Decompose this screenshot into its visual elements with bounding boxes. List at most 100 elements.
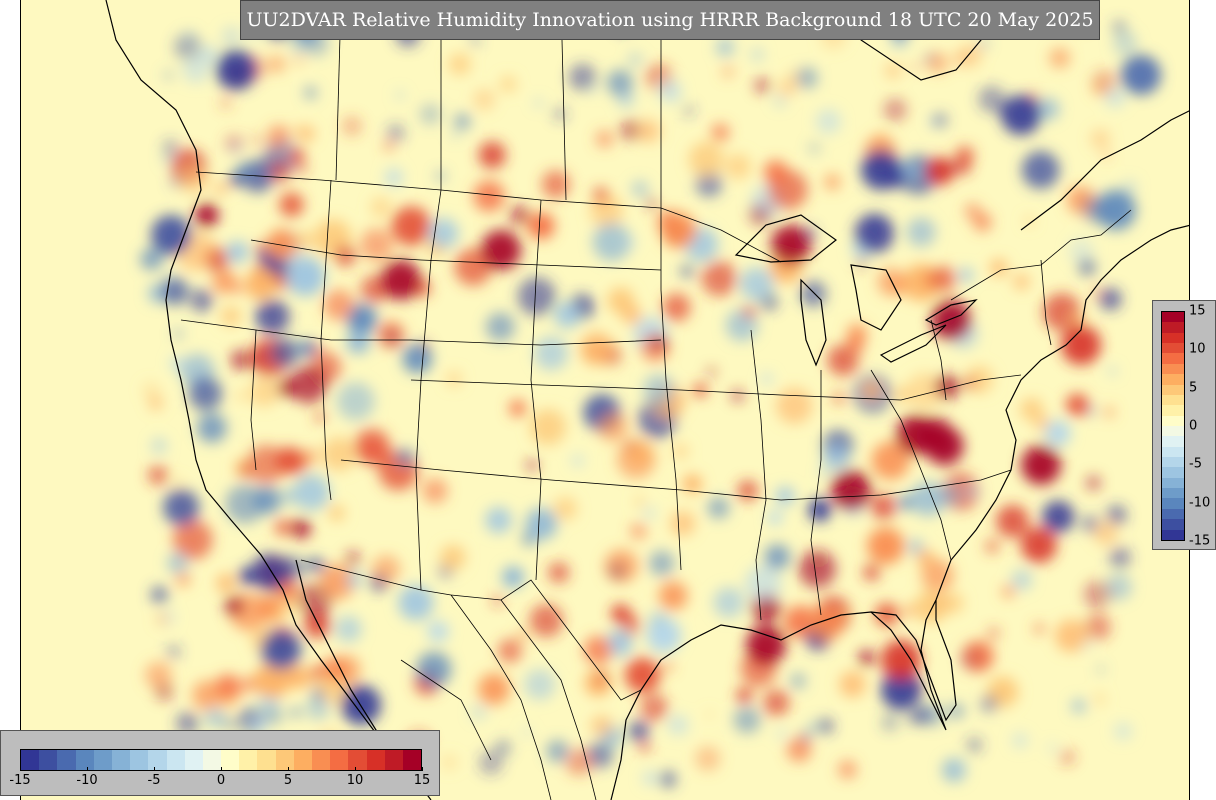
innovation-blob bbox=[285, 597, 300, 612]
state-line bbox=[250, 239, 662, 271]
innovation-blob bbox=[660, 212, 697, 248]
innovation-blob bbox=[147, 465, 168, 486]
innovation-blob bbox=[290, 148, 305, 163]
innovation-blob bbox=[175, 711, 200, 736]
colorbar-tick-label: -5 bbox=[1189, 456, 1202, 472]
innovation-blob bbox=[1092, 81, 1107, 96]
innovation-blob bbox=[294, 55, 304, 66]
colorbar-segment bbox=[1162, 467, 1184, 478]
state-line bbox=[250, 329, 257, 471]
colorbar-tick-label: 10 bbox=[346, 773, 364, 788]
innovation-blob bbox=[510, 205, 529, 225]
innovation-blob bbox=[771, 225, 811, 265]
innovation-blob bbox=[473, 88, 496, 111]
innovation-blob bbox=[471, 704, 487, 721]
innovation-blob bbox=[250, 553, 288, 591]
innovation-blob bbox=[876, 131, 887, 142]
innovation-blob bbox=[422, 478, 448, 504]
innovation-blob bbox=[565, 748, 593, 776]
innovation-blob bbox=[764, 544, 791, 570]
innovation-blob bbox=[176, 572, 191, 587]
innovation-blob bbox=[1013, 273, 1030, 290]
innovation-blob bbox=[1093, 692, 1107, 706]
colorbar-segment bbox=[1162, 457, 1184, 468]
innovation-blob bbox=[330, 654, 361, 686]
innovation-blob bbox=[1086, 406, 1096, 416]
innovation-blob bbox=[962, 640, 994, 673]
innovation-blob bbox=[590, 714, 613, 737]
innovation-blob bbox=[1086, 475, 1101, 491]
innovation-blob bbox=[881, 640, 921, 680]
innovation-blob bbox=[346, 304, 377, 335]
innovation-blob bbox=[534, 336, 569, 371]
innovation-blob bbox=[658, 80, 682, 103]
state-line bbox=[180, 319, 662, 346]
colorbar-segment bbox=[1162, 374, 1184, 385]
innovation-blob bbox=[622, 305, 642, 326]
innovation-blob bbox=[219, 97, 232, 110]
innovation-blob bbox=[156, 613, 169, 626]
colorbar-segment bbox=[1162, 363, 1184, 375]
innovation-blob bbox=[1045, 420, 1071, 447]
innovation-blob bbox=[420, 341, 429, 350]
innovation-blob bbox=[606, 69, 634, 96]
innovation-blob bbox=[527, 212, 555, 240]
vertical-colorbar-gradient bbox=[1161, 311, 1185, 541]
innovation-blob bbox=[372, 555, 401, 584]
innovation-blob bbox=[1084, 613, 1111, 641]
innovation-blob bbox=[1103, 406, 1115, 418]
innovation-blob bbox=[541, 170, 570, 199]
innovation-blob bbox=[398, 585, 434, 621]
innovation-blob bbox=[819, 467, 829, 477]
innovation-blob bbox=[713, 587, 745, 618]
innovation-blob bbox=[534, 98, 543, 108]
colorbar-segment bbox=[1162, 394, 1184, 406]
innovation-blob bbox=[188, 376, 223, 411]
innovation-blob bbox=[932, 112, 948, 128]
innovation-blob bbox=[454, 113, 471, 130]
innovation-blob bbox=[867, 527, 905, 565]
colorbar-segment bbox=[75, 750, 94, 770]
innovation-blob bbox=[416, 651, 452, 687]
innovation-blob bbox=[245, 268, 277, 300]
innovation-blob bbox=[481, 230, 521, 270]
innovation-blob bbox=[628, 442, 653, 466]
innovation-blob bbox=[921, 559, 954, 592]
innovation-blob bbox=[695, 170, 723, 198]
colorbar-tick-label: -10 bbox=[76, 773, 98, 788]
innovation-blob bbox=[293, 124, 309, 141]
political-borders bbox=[180, 0, 1132, 800]
innovation-blob bbox=[798, 550, 836, 588]
colorbar-segment bbox=[312, 750, 331, 770]
innovation-blob bbox=[776, 387, 813, 424]
innovation-blob bbox=[990, 259, 1008, 277]
innovation-blob bbox=[725, 153, 752, 180]
innovation-blob bbox=[901, 160, 920, 180]
innovation-blob bbox=[907, 714, 917, 724]
innovation-blob bbox=[336, 382, 375, 421]
colorbar-tick-label: 15 bbox=[1189, 303, 1206, 319]
innovation-blob bbox=[688, 141, 724, 177]
innovation-blob bbox=[270, 337, 300, 367]
innovation-blob bbox=[979, 39, 988, 48]
innovation-blob bbox=[637, 119, 661, 143]
innovation-blob bbox=[996, 504, 1029, 538]
innovation-blob bbox=[161, 151, 176, 166]
innovation-blob bbox=[584, 669, 612, 697]
innovation-blob bbox=[221, 26, 241, 46]
innovation-blob bbox=[596, 672, 608, 684]
innovation-blob bbox=[222, 717, 236, 731]
innovation-blob bbox=[179, 164, 209, 195]
innovation-blob bbox=[254, 662, 291, 698]
innovation-blob bbox=[253, 486, 281, 514]
innovation-blob bbox=[396, 448, 415, 467]
innovation-blob bbox=[831, 470, 871, 510]
st-lawrence-coast bbox=[1020, 110, 1189, 231]
innovation-blob bbox=[902, 264, 941, 302]
innovation-blob bbox=[858, 650, 875, 666]
innovation-blob bbox=[163, 489, 200, 526]
innovation-blob bbox=[502, 566, 524, 588]
state-line bbox=[870, 369, 952, 561]
innovation-blob bbox=[167, 552, 188, 574]
innovation-blob bbox=[1066, 393, 1089, 416]
